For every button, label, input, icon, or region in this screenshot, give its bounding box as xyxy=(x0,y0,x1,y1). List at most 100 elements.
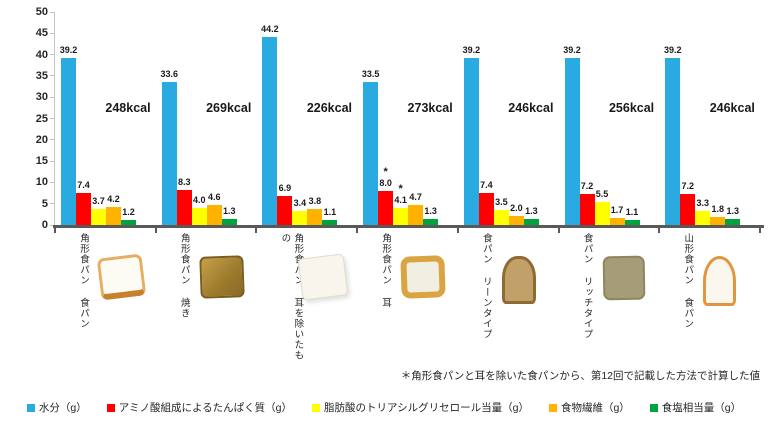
x-axis-tick xyxy=(356,228,359,233)
bar-value-label: 1.1 xyxy=(625,207,639,218)
legend-swatch-icon xyxy=(312,403,321,412)
x-axis-tick xyxy=(658,228,661,233)
bar-2-3 xyxy=(393,207,409,225)
category-label: 食パン リッチタイプ xyxy=(581,233,593,340)
kcal-label: 256kcal xyxy=(608,101,655,115)
bar-value-label: 33.6 xyxy=(160,68,178,79)
bar-2-5 xyxy=(594,201,610,225)
bar-value-label: 3.4 xyxy=(293,197,307,208)
category-label: 角形食パン 耳 xyxy=(380,233,392,308)
bar-1-5 xyxy=(579,194,595,225)
bar-2-2 xyxy=(292,210,308,225)
y-axis-tick-label: 45 xyxy=(35,27,48,40)
bar-value-label: 3.7 xyxy=(92,196,105,207)
legend-label: 水分（g） xyxy=(38,402,87,414)
y-axis-line xyxy=(54,12,55,225)
bar-1-0 xyxy=(76,193,91,225)
bar-value-label: 7.2 xyxy=(580,181,594,192)
y-axis-tick-label: 0 xyxy=(41,219,48,231)
bar-0-6 xyxy=(665,58,681,225)
bar-0-3 xyxy=(363,82,379,225)
y-axis-tick xyxy=(50,75,54,77)
y-axis-tick xyxy=(50,160,54,162)
x-axis-tick xyxy=(255,228,258,233)
legend-swatch-icon xyxy=(106,403,115,412)
category-label: 食パン リーンタイプ xyxy=(480,233,492,340)
bar-value-label: 4.7 xyxy=(409,191,422,202)
bar-3-1 xyxy=(206,205,222,225)
bar-4-3 xyxy=(423,219,439,225)
kcal-label: 273kcal xyxy=(407,101,453,115)
bar-value-label: 33.5 xyxy=(361,69,380,80)
bar-value-label: 39.2 xyxy=(462,45,481,55)
legend-item-3: 食物繊維（g） xyxy=(548,400,630,415)
x-axis-tick xyxy=(456,228,459,233)
bar-value-label: 3.5 xyxy=(495,197,508,208)
bar-3-6 xyxy=(710,217,726,225)
bar-value-label: 1.3 xyxy=(525,206,538,217)
bar-3-4 xyxy=(508,216,524,225)
y-axis-tick xyxy=(50,181,54,183)
bar-3-3 xyxy=(408,204,424,225)
bar-4-4 xyxy=(523,219,539,225)
bar-value-label: 2.0 xyxy=(510,203,523,214)
bar-value-label: 39.2 xyxy=(563,45,581,55)
bar-value-label: 1.8 xyxy=(711,204,725,215)
bar-value-label: 8.0 xyxy=(379,177,392,188)
bar-4-1 xyxy=(221,219,237,225)
rich-bread-icon xyxy=(602,255,645,301)
bar-value-label: 1.3 xyxy=(222,206,236,217)
bar-value-label: 44.2 xyxy=(261,23,279,34)
legend-label: 脂肪酸のトリアシルグリセロール当量（g） xyxy=(324,402,529,414)
y-axis-tick xyxy=(50,11,54,13)
bar-value-label: 1.3 xyxy=(424,206,437,217)
legend-label: アミノ酸組成によるたんぱく質（g） xyxy=(118,402,293,414)
x-axis-tick xyxy=(154,228,157,233)
bar-0-0 xyxy=(61,58,76,225)
legend-swatch-icon xyxy=(548,403,557,412)
y-axis-tick xyxy=(50,96,54,98)
category-label: 角形食パン 食パン xyxy=(78,233,89,329)
bar-value-label: 1.2 xyxy=(122,206,135,217)
asterisk-note: * xyxy=(398,182,403,195)
y-axis-tick-label: 35 xyxy=(35,69,48,82)
y-axis-tick xyxy=(50,118,54,119)
y-axis-tick xyxy=(50,54,54,56)
bar-value-label: 5.5 xyxy=(595,188,609,199)
bar-4-0 xyxy=(121,219,136,225)
bar-value-label: 3.3 xyxy=(696,197,710,208)
y-axis-tick xyxy=(50,139,54,141)
y-axis-tick-label: 20 xyxy=(35,133,48,146)
y-axis-tick xyxy=(50,224,54,226)
bar-value-label: 7.4 xyxy=(77,180,90,191)
bar-1-3 xyxy=(378,190,394,225)
y-axis-tick-label: 40 xyxy=(35,48,48,61)
bar-2-4 xyxy=(493,210,509,225)
toasted-bread-icon xyxy=(198,255,245,299)
bar-2-6 xyxy=(695,210,711,225)
y-axis-tick-label: 25 xyxy=(35,112,48,125)
bar-value-label: 1.3 xyxy=(726,206,740,217)
kcal-label: 246kcal xyxy=(508,101,554,115)
bar-value-label: 7.2 xyxy=(681,181,695,192)
bar-4-6 xyxy=(725,219,741,225)
bar-value-label: 1.7 xyxy=(610,204,624,215)
y-axis-tick-label: 10 xyxy=(35,176,48,189)
crustless-bread-icon xyxy=(298,253,349,301)
bar-value-label: 7.4 xyxy=(480,180,493,191)
bar-value-label: 1.1 xyxy=(323,207,337,218)
y-axis-tick-label: 50 xyxy=(35,6,48,18)
bar-value-label: 4.0 xyxy=(192,194,206,205)
bar-2-1 xyxy=(191,207,207,225)
legend-swatch-icon xyxy=(649,403,658,412)
legend-label: 食塩相当量（g） xyxy=(661,402,742,414)
y-axis-tick-label: 30 xyxy=(35,91,48,104)
bar-4-2 xyxy=(322,220,338,225)
bar-value-label: 4.2 xyxy=(107,194,120,205)
x-axis-line xyxy=(53,225,764,228)
y-axis-tick-label: 5 xyxy=(41,197,48,210)
asterisk-note: * xyxy=(383,165,388,178)
bar-value-label: 4.1 xyxy=(394,194,407,205)
x-axis-tick xyxy=(557,228,560,233)
